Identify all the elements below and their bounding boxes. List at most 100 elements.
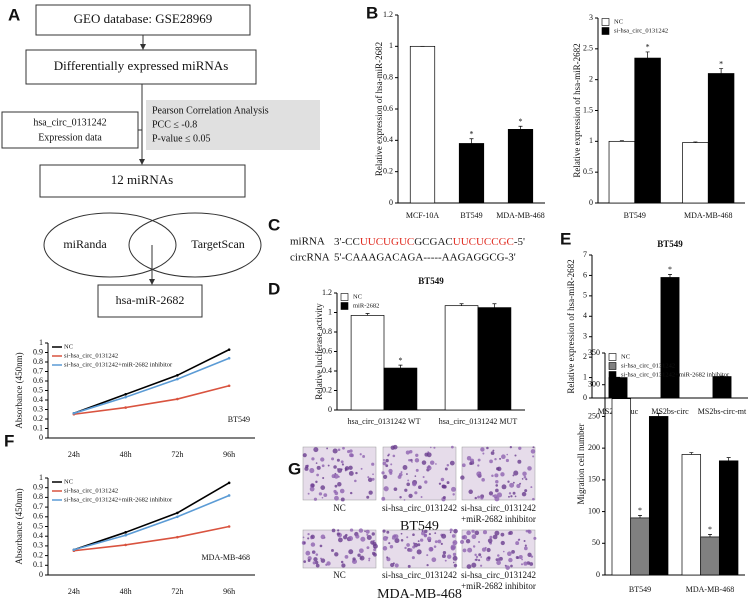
filter-box (146, 100, 320, 150)
y-tick-label: 0.4 (322, 366, 332, 375)
point (227, 356, 231, 360)
cell (527, 466, 532, 471)
cell (333, 473, 339, 479)
cell (404, 546, 407, 550)
cell (371, 462, 375, 466)
cell (482, 452, 485, 455)
error-bar (689, 452, 694, 455)
cell (510, 564, 513, 568)
y-tick-label: 0.3 (33, 541, 43, 550)
cell (492, 449, 495, 452)
cell (453, 528, 458, 534)
cell (412, 533, 415, 536)
cell (508, 530, 513, 535)
cell (365, 529, 370, 534)
filter-label: P-value ≤ 0.05 (152, 133, 211, 144)
cell (307, 533, 310, 536)
cell (349, 491, 353, 495)
point (124, 395, 127, 399)
cell (459, 539, 465, 545)
cell (366, 533, 369, 536)
cell (475, 555, 479, 559)
tool-label: miRanda (63, 237, 107, 251)
y-tick-label: 0.8 (383, 72, 393, 81)
y-tick-label: 0.8 (33, 492, 43, 501)
error-bar (518, 125, 523, 130)
cell (387, 454, 390, 457)
circrna-sequence: 5'-CAAAGACAGA-----AAGAGGCG-3' (334, 252, 516, 264)
cell (405, 473, 408, 475)
bar (681, 454, 702, 576)
cell (507, 480, 510, 483)
x-tick-label: BT549 (629, 585, 651, 594)
flow-box (35, 4, 251, 36)
cell (435, 463, 437, 465)
cell (390, 445, 395, 450)
x-tick-label: 24h (68, 587, 80, 596)
cell (307, 492, 310, 495)
cell (529, 562, 534, 566)
cell (466, 564, 472, 569)
venn-circle (43, 212, 177, 278)
y-tick-label: 0.9 (33, 347, 43, 356)
legend-swatch (608, 371, 617, 379)
cell (305, 550, 311, 556)
cell (511, 549, 515, 554)
cell (411, 556, 415, 560)
cell (474, 496, 477, 500)
x-tick-label: 96h (223, 450, 235, 459)
venn-circle (128, 212, 262, 278)
sequence-part: UUCUGUC (360, 236, 414, 248)
micrograph-label: si-hsa_circ_0131242 (461, 570, 536, 580)
bar (444, 305, 479, 411)
cell (461, 535, 466, 539)
bar (409, 45, 436, 204)
cell (414, 491, 418, 495)
cell (418, 485, 422, 490)
cell (491, 474, 494, 477)
cell (414, 458, 420, 463)
cell (490, 451, 495, 455)
flow-step: GEO database: GSE28969 (74, 11, 213, 26)
cell (446, 464, 450, 467)
cell (334, 484, 338, 488)
cell (352, 557, 356, 561)
cell (348, 465, 353, 470)
cell (409, 450, 413, 454)
cell (518, 446, 522, 450)
y-axis-label: Relative expression of hsa-miR-2682 (374, 42, 384, 176)
legend-swatch (340, 302, 349, 310)
panel-letter: A (8, 5, 20, 24)
error-bar (469, 138, 474, 144)
cell (362, 455, 366, 458)
cell (383, 486, 389, 492)
point (72, 548, 76, 552)
cell (475, 558, 478, 561)
cell (500, 532, 505, 537)
cell (340, 497, 345, 502)
y-tick-label: 3 (589, 13, 593, 22)
cell (367, 476, 370, 479)
cell (419, 538, 424, 542)
cell (381, 471, 385, 475)
y-tick-label: 0.1 (33, 423, 43, 432)
y-tick-label: 0.8 (33, 357, 43, 366)
cell (438, 482, 442, 485)
bar (383, 367, 418, 411)
legend-label: NC (614, 18, 623, 25)
cell (407, 479, 410, 482)
cell (415, 468, 419, 472)
sequence-part: GCGAC (414, 236, 453, 248)
input-label: hsa_circ_0131242 (33, 117, 106, 128)
cell (525, 529, 529, 533)
cell (337, 482, 342, 487)
x-tick-label: MCF-10A (406, 211, 440, 220)
cell (480, 496, 484, 500)
cell (488, 491, 494, 496)
mirna-sequence: 3'-CCUUCUGUCGCGACUUCUCCGC-5' (334, 236, 525, 248)
flow-box (1, 111, 139, 149)
cell (521, 491, 527, 497)
micrograph-label: si-hsa_circ_0131242 (382, 503, 457, 513)
point (124, 531, 127, 534)
cell (399, 496, 402, 499)
